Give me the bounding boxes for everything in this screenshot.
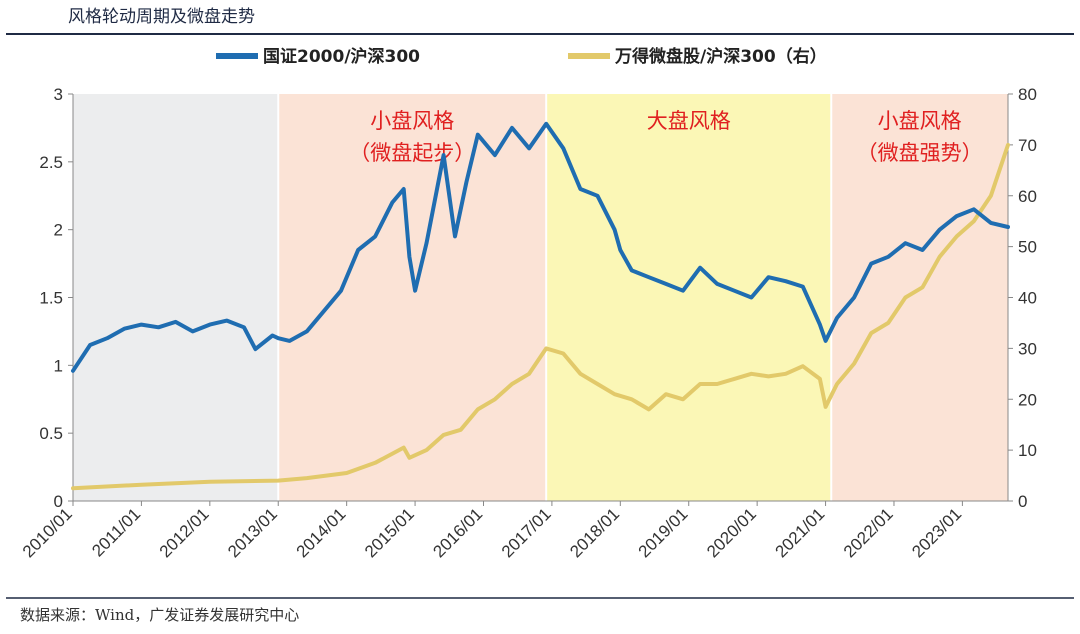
y-left-tick-label: 0 <box>54 492 63 511</box>
region-3-label-1: （微盘强势） <box>857 141 983 165</box>
region-1-label-0: 小盘风格 <box>370 109 454 133</box>
y-right-tick-label: 50 <box>1018 238 1037 257</box>
series-line-small-cap-ratio <box>71 121 1010 373</box>
x-tick-label: 2021/01 <box>772 504 829 561</box>
y-right-tick-label: 30 <box>1018 339 1037 358</box>
y-left-tick-label: 3 <box>54 85 63 104</box>
y-left-tick-label: 0.5 <box>39 424 63 443</box>
x-tick-label: 2019/01 <box>635 504 692 561</box>
x-tick-label: 2018/01 <box>566 504 623 561</box>
source-note: 数据来源：Wind，广发证券发展研究中心 <box>20 606 299 624</box>
y-left-tick-label: 2 <box>54 221 63 240</box>
region-1-label-1: （微盘起步） <box>349 141 475 165</box>
style-region-3 <box>831 94 1008 501</box>
style-region-1 <box>278 94 547 501</box>
y-left-tick-label: 2.5 <box>39 153 63 172</box>
y-right-tick-label: 40 <box>1018 289 1037 308</box>
y-left-tick-label: 1 <box>54 356 63 375</box>
x-tick-label: 2017/01 <box>498 504 555 561</box>
legend: 国证2000/沪深300 万得微盘股/沪深300（右） <box>216 46 827 67</box>
y-right-tick-label: 60 <box>1018 187 1037 206</box>
style-region-2 <box>546 94 832 501</box>
y-right-tick-label: 70 <box>1018 136 1037 155</box>
x-tick-label: 2012/01 <box>156 504 213 561</box>
legend-label-micro-cap: 万得微盘股/沪深300（右） <box>614 46 827 67</box>
region-2-label-0: 大盘风格 <box>647 109 731 133</box>
x-tick-label: 2010/01 <box>19 504 76 561</box>
x-tick-label: 2013/01 <box>224 504 281 561</box>
chart-title: 风格轮动周期及微盘走势 <box>68 7 255 27</box>
series-line-micro-cap-ratio <box>71 142 1010 491</box>
y-right-tick-label: 10 <box>1018 441 1037 460</box>
x-tick-label: 2015/01 <box>361 504 418 561</box>
x-tick-label: 2011/01 <box>88 504 144 560</box>
region-annotations: 小盘风格 （微盘起步） 大盘风格 小盘风格 （微盘强势） <box>349 109 982 165</box>
style-regions <box>73 94 1008 501</box>
x-tick-label: 2022/01 <box>840 504 897 561</box>
region-3-label-0: 小盘风格 <box>878 109 962 133</box>
x-tick-label: 2020/01 <box>703 504 760 561</box>
series-lines <box>71 121 1010 491</box>
x-tick-label: 2014/01 <box>293 504 350 561</box>
y-right-tick-label: 80 <box>1018 85 1037 104</box>
y-right-tick-label: 0 <box>1018 492 1027 511</box>
style-region-0 <box>73 94 279 501</box>
legend-label-small-cap: 国证2000/沪深300 <box>263 46 420 67</box>
y-left-tick-label: 1.5 <box>39 289 63 308</box>
x-tick-label: 2016/01 <box>429 504 486 561</box>
y-right-tick-label: 20 <box>1018 390 1037 409</box>
x-tick-label: 2023/01 <box>908 504 965 561</box>
